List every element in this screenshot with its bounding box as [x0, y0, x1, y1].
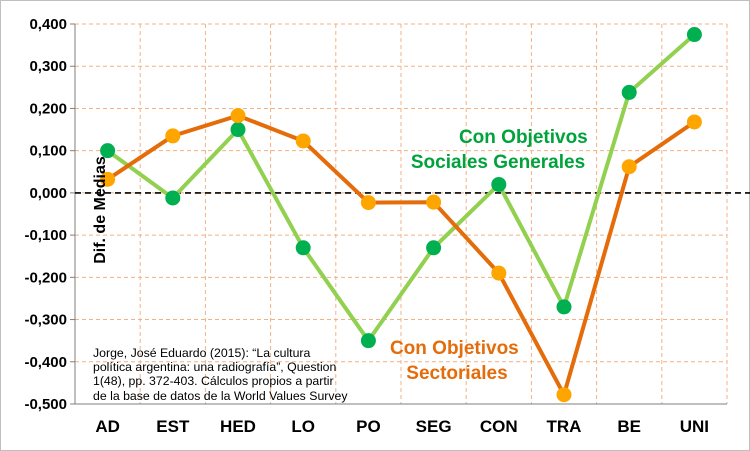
series-label-sociales-generales: Con Objetivos Sociales Generales: [411, 127, 593, 173]
y-tick-label: 0,100: [29, 143, 67, 160]
tick-label-layer: 0,400 0,300 0,200 0,100 0,000 -0,100 -0,200 -0,…: [24, 16, 709, 436]
data-point-sectoriales: [360, 195, 376, 211]
data-point-sociales-generales: [230, 122, 246, 138]
series-line-sociales-generales: [106, 33, 696, 343]
source-citation: Jorge, José Eduardo (2015): “La cultura …: [93, 346, 393, 403]
y-tick-label: 0,300: [29, 58, 67, 75]
axis-layer: [70, 23, 727, 405]
series-label-sectoriales: Con Objetivos Sectoriales: [390, 338, 524, 384]
data-point-sectoriales: [426, 194, 442, 210]
y-axis-label: Dif. de Medias: [92, 156, 109, 264]
source-line: Jorge, José Eduardo (2015): “La cultura: [93, 346, 311, 360]
data-point-sociales-generales: [165, 190, 181, 206]
data-point-sectoriales: [621, 159, 637, 175]
y-tick-label: -0,400: [24, 354, 67, 371]
source-line: 1(48), pp. 372-403. Cálculos propios a p…: [93, 374, 334, 389]
data-point-sociales-generales: [686, 27, 702, 43]
data-point-sectoriales: [295, 133, 311, 149]
source-line: política argentina: una radiografía”, Qu…: [93, 360, 337, 375]
data-point-sectoriales: [230, 108, 246, 124]
data-point-sociales-generales: [426, 240, 442, 256]
x-tick-label: LO: [291, 417, 315, 436]
y-tick-label: 0,200: [29, 100, 67, 117]
y-tick-label: -0,300: [24, 312, 67, 329]
series-label-sociales-line-2: Sociales Generales: [411, 152, 585, 173]
x-tick-label: UNI: [680, 417, 709, 436]
data-point-sectoriales: [491, 265, 507, 281]
y-tick-label: -0,200: [24, 269, 67, 286]
data-point-sectoriales: [165, 128, 181, 144]
x-tick-label: PO: [356, 417, 381, 436]
data-point-sociales-generales: [621, 84, 637, 100]
x-tick-label: AD: [95, 417, 120, 436]
data-point-sociales-generales: [360, 333, 376, 349]
data-point-sociales-generales: [295, 240, 311, 256]
data-point-sectoriales: [556, 387, 572, 403]
series-label-sectoriales-line-1: Con Objetivos: [390, 338, 519, 359]
data-point-sociales-generales: [100, 143, 116, 159]
data-point-sociales-generales: [556, 299, 572, 315]
data-point-sectoriales: [100, 171, 116, 187]
x-tick-label: CON: [480, 417, 518, 436]
y-tick-label: 0,400: [29, 16, 67, 33]
data-point-sociales-generales: [491, 176, 507, 192]
x-tick-label: SEG: [416, 417, 452, 436]
x-tick-label: BE: [617, 417, 641, 436]
x-tick-label: EST: [156, 417, 190, 436]
series-label-sociales-line-1: Con Objetivos: [459, 127, 588, 148]
y-tick-label: -0,500: [24, 396, 67, 413]
x-tick-label: HED: [220, 417, 256, 436]
x-tick-label: TRA: [547, 417, 582, 436]
series-layer: [100, 27, 702, 403]
y-tick-label: 0,000: [29, 185, 67, 202]
y-tick-label: -0,100: [24, 227, 67, 244]
source-line: de la base de datos de la World Values S…: [93, 388, 348, 403]
series-line-sectoriales: [106, 113, 696, 397]
data-point-sectoriales: [686, 114, 702, 130]
series-label-sectoriales-line-2: Sectoriales: [406, 363, 507, 384]
